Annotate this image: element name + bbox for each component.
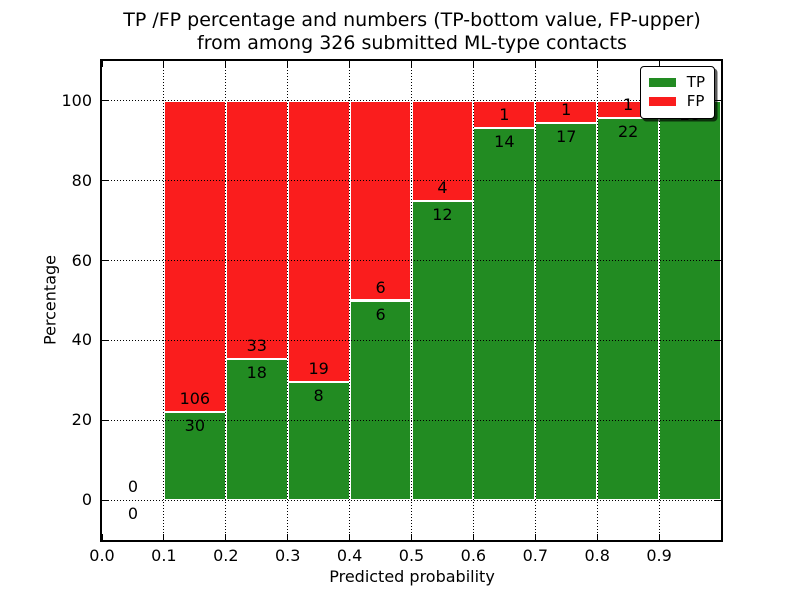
tp-count-label: 22 <box>617 122 639 142</box>
tp-bar-segment <box>349 300 412 501</box>
y-tick-label: 0 <box>81 490 92 510</box>
x-tickmark-top <box>101 61 103 67</box>
v-gridline <box>472 61 474 540</box>
tp-bar-segment <box>659 100 721 501</box>
y-tickmark-right <box>715 419 721 421</box>
x-tick-label: 0.0 <box>89 546 115 565</box>
x-tickmark-top <box>349 61 351 67</box>
chart-title-line1: TP /FP percentage and numbers (TP-bottom… <box>123 9 701 31</box>
fp-count-label: 33 <box>246 336 267 356</box>
y-tick-label: 100 <box>61 90 92 110</box>
y-tick-label: 40 <box>71 330 92 350</box>
x-tickmark-bottom <box>472 534 474 540</box>
fp-count-label: 106 <box>179 389 211 409</box>
v-gridline <box>287 61 289 540</box>
tp-bar-segment <box>597 118 660 501</box>
x-tickmark-top <box>658 61 660 67</box>
fp-count-label: 1 <box>623 95 634 115</box>
tp-count-label: 30 <box>184 416 206 436</box>
tp-count-label: 12 <box>432 204 453 224</box>
v-gridline <box>411 61 412 540</box>
x-tickmark-bottom <box>596 534 598 540</box>
tp-count-label: 8 <box>313 385 324 405</box>
fp-count-label: 1 <box>561 100 572 120</box>
tp-count-label: 17 <box>556 127 577 147</box>
y-tickmark-left <box>102 180 108 182</box>
y-tickmark-left <box>102 260 108 262</box>
legend-entry-tp: TP <box>648 73 705 91</box>
tp-bar-segment <box>287 381 350 501</box>
v-gridline <box>658 61 660 540</box>
x-tickmark-top <box>287 61 289 67</box>
fp-count-label: 6 <box>375 277 386 297</box>
y-tickmark-left <box>102 339 108 341</box>
tp-count-label: 0 <box>127 504 139 524</box>
x-tickmark-bottom <box>225 534 227 540</box>
y-tick-label: 60 <box>71 250 92 270</box>
plot-area: 0010630331819866412114117122028 TP FP <box>100 59 723 542</box>
tp-bar-segment <box>473 127 536 501</box>
v-gridline <box>349 61 351 540</box>
fp-legend-label: FP <box>686 92 705 110</box>
v-gridline <box>225 61 227 540</box>
plot-canvas: 0010630331819866412114117122028 <box>101 61 721 540</box>
chart-title: TP /FP percentage and numbers (TP-bottom… <box>12 9 800 55</box>
x-tickmark-top <box>225 61 227 67</box>
x-tickmark-bottom <box>101 534 103 540</box>
legend-entry-fp: FP <box>648 92 705 110</box>
fp-legend-swatch <box>648 97 676 106</box>
x-tick-label: 0.8 <box>584 546 610 565</box>
y-tick-label: 80 <box>71 170 92 190</box>
fp-bar-segment <box>473 100 536 128</box>
x-tickmark-bottom <box>658 534 660 540</box>
v-gridline <box>534 61 536 540</box>
fp-count-label: 1 <box>499 104 510 124</box>
y-tickmark-right <box>715 260 721 262</box>
x-tickmark-top <box>163 61 165 67</box>
fp-bar-segment <box>163 100 226 413</box>
y-tickmark-left <box>102 100 108 102</box>
fp-count-label: 0 <box>127 477 139 497</box>
x-tick-label: 0.5 <box>398 546 425 565</box>
tp-legend-label: TP <box>686 73 705 91</box>
x-axis-label: Predicted probability <box>329 567 495 586</box>
x-tick-label: 0.2 <box>213 546 239 565</box>
y-tickmark-left <box>102 499 108 501</box>
y-tickmark-left <box>102 419 108 421</box>
y-tickmark-right <box>715 499 721 501</box>
x-tick-label: 0.4 <box>336 546 363 565</box>
y-tickmark-right <box>715 339 721 341</box>
tp-count-label: 6 <box>375 304 386 324</box>
tp-count-label: 14 <box>494 131 515 151</box>
x-tick-label: 0.3 <box>274 546 301 565</box>
x-tick-label: 0.1 <box>151 546 177 565</box>
x-tick-label: 0.9 <box>646 546 672 565</box>
x-tickmark-bottom <box>411 534 412 540</box>
x-tickmark-bottom <box>534 534 536 540</box>
fp-bar-segment <box>225 100 288 360</box>
tp-bar-segment <box>411 200 474 501</box>
y-tickmark-right <box>715 180 721 182</box>
x-tick-label: 0.7 <box>522 546 549 565</box>
fp-count-label: 4 <box>437 177 448 197</box>
tp-legend-swatch <box>648 78 676 87</box>
chart-title-line2: from among 326 submitted ML-type contact… <box>197 32 627 54</box>
x-tickmark-bottom <box>163 534 165 540</box>
fp-bar-segment <box>349 100 412 301</box>
x-tickmark-bottom <box>287 534 289 540</box>
tp-count-label: 18 <box>246 363 267 383</box>
x-tickmark-bottom <box>349 534 351 540</box>
x-tick-label: 0.6 <box>460 546 487 565</box>
x-tickmark-top <box>411 61 412 67</box>
y-tickmark-right <box>715 100 721 102</box>
x-tickmark-top <box>472 61 474 67</box>
x-tickmark-top <box>596 61 598 67</box>
y-tick-label: 20 <box>71 410 92 430</box>
x-tickmark-top <box>534 61 536 67</box>
fp-count-label: 19 <box>308 358 329 378</box>
legend: TP FP <box>639 66 715 119</box>
v-gridline <box>163 61 165 540</box>
v-gridline <box>596 61 598 540</box>
